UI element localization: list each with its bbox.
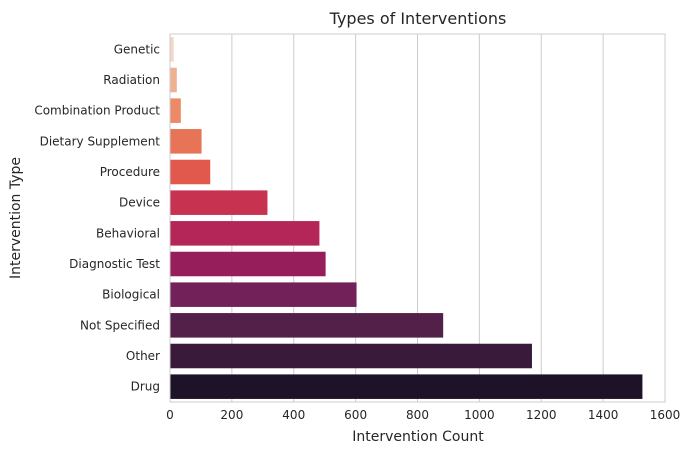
- y-tick-label: Genetic: [114, 42, 160, 56]
- y-tick-label: Behavioral: [96, 226, 160, 240]
- x-tick-label: 400: [282, 408, 305, 422]
- bar: [170, 67, 177, 93]
- y-tick-label: Combination Product: [34, 104, 160, 118]
- bar: [170, 282, 357, 307]
- y-tick-label: Dietary Supplement: [40, 134, 161, 148]
- x-tick-label: 1000: [464, 408, 495, 422]
- y-tick-labels: Genetic Radiation Combination Product Dieta…: [34, 42, 160, 393]
- bar: [170, 374, 643, 399]
- x-tick-labels: 0 200 400 600 800 1000 1200 1400 1600: [166, 408, 680, 422]
- y-tick-label: Drug: [131, 380, 160, 394]
- x-tick-label: 1600: [650, 408, 681, 422]
- bar: [170, 343, 532, 369]
- bar: [170, 37, 174, 62]
- x-tick-label: 800: [406, 408, 429, 422]
- y-tick-label: Not Specified: [80, 318, 160, 332]
- y-tick-label: Other: [126, 349, 160, 363]
- y-tick-label: Procedure: [100, 165, 160, 179]
- bar: [170, 190, 268, 215]
- bar: [170, 159, 211, 185]
- bars: [170, 37, 643, 399]
- x-tick-label: 1400: [588, 408, 619, 422]
- y-tick-label: Diagnostic Test: [69, 257, 160, 271]
- x-axis-title: Intervention Count: [352, 429, 484, 445]
- x-tick-label: 0: [166, 408, 174, 422]
- x-tick-label: 600: [344, 408, 367, 422]
- bar: [170, 251, 326, 277]
- y-tick-label: Radiation: [103, 73, 160, 87]
- bar: [170, 221, 320, 246]
- y-axis-title: Intervention Type: [8, 157, 24, 279]
- y-tick-label: Biological: [102, 288, 160, 302]
- chart-title: Types of Interventions: [329, 9, 507, 28]
- plot-frame: [169, 33, 666, 403]
- bar: [170, 129, 202, 154]
- bar: [170, 313, 444, 338]
- y-tick-label: Device: [119, 196, 160, 210]
- x-tick-label: 200: [220, 408, 243, 422]
- bar: [170, 98, 181, 123]
- x-tick-label: 1200: [526, 408, 557, 422]
